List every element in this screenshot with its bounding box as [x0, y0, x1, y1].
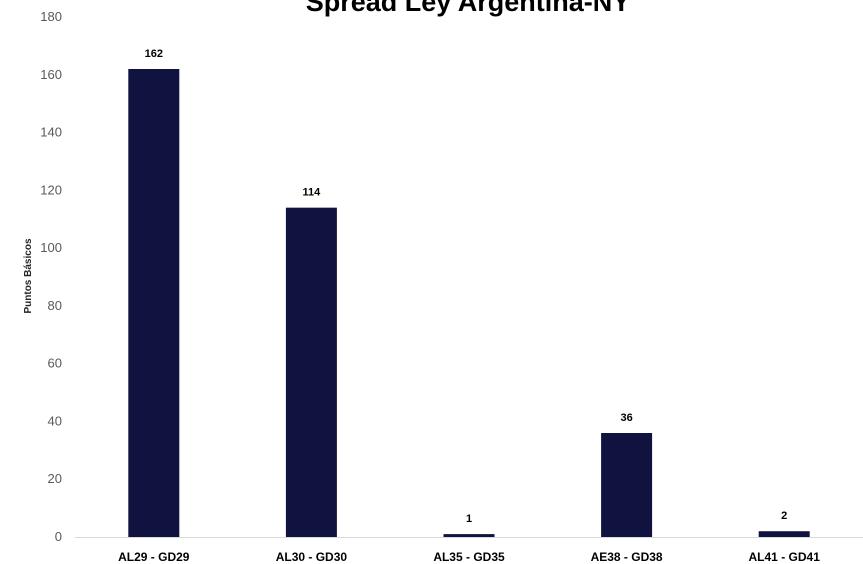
y-tick-label: 40	[48, 413, 62, 428]
bars	[128, 69, 810, 537]
x-axis-labels: AL29 - GD29 AL30 - GD30 AL35 - GD35 AE38 - …	[118, 550, 820, 564]
y-axis-label: Puntos Básicos	[23, 238, 34, 313]
x-tick-label: AL29 - GD29	[118, 550, 190, 564]
y-tick-label: 0	[55, 529, 62, 544]
y-tick-label: 80	[48, 298, 62, 313]
y-tick-label: 180	[40, 9, 62, 24]
x-tick-label: AL35 - GD35	[433, 550, 505, 564]
data-label: 1	[466, 513, 472, 525]
x-tick-label: AL41 - GD41	[749, 550, 821, 564]
y-tick-label: 60	[48, 356, 62, 371]
y-tick-label: 140	[40, 125, 62, 140]
bar	[443, 534, 495, 537]
bar	[285, 207, 337, 537]
x-tick-label: AE38 - GD38	[591, 550, 663, 564]
x-tick-label: AL30 - GD30	[276, 550, 348, 564]
bar	[601, 433, 653, 537]
data-label: 114	[303, 187, 322, 199]
bar	[758, 531, 810, 537]
y-tick-label: 100	[40, 240, 62, 255]
data-labels: 162 114 1 36 2	[145, 48, 788, 525]
y-tick-label: 160	[40, 67, 62, 82]
y-axis-ticks: 0 20 40 60 80 100 120 140 160 180	[40, 9, 62, 544]
data-label: 2	[781, 510, 787, 522]
chart-title: Spread Ley Argentina-NY	[306, 0, 631, 17]
bar	[128, 69, 180, 537]
y-tick-label: 120	[40, 182, 62, 197]
data-label: 162	[145, 48, 163, 60]
y-tick-label: 20	[48, 471, 62, 486]
data-label: 36	[620, 412, 632, 424]
